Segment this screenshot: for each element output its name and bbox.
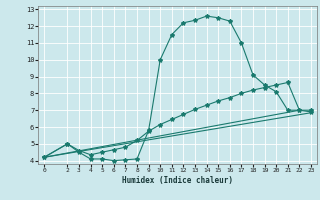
X-axis label: Humidex (Indice chaleur): Humidex (Indice chaleur) (122, 176, 233, 185)
